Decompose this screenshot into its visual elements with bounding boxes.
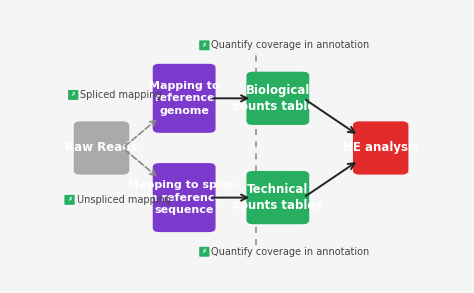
Text: Raw Reads: Raw Reads — [65, 142, 138, 154]
Text: Biological
counts tables: Biological counts tables — [233, 84, 322, 113]
Text: ✗: ✗ — [202, 249, 207, 254]
FancyBboxPatch shape — [68, 90, 78, 100]
FancyBboxPatch shape — [64, 195, 75, 205]
FancyBboxPatch shape — [153, 64, 216, 133]
FancyBboxPatch shape — [246, 171, 309, 224]
Text: Mapping to
reference
genome: Mapping to reference genome — [149, 81, 219, 116]
Text: ✗: ✗ — [202, 43, 207, 48]
Text: Quantify coverage in annotation: Quantify coverage in annotation — [211, 247, 370, 257]
Text: ✗: ✗ — [71, 93, 76, 98]
Text: Technical
counts tables: Technical counts tables — [233, 183, 322, 212]
FancyBboxPatch shape — [153, 163, 216, 232]
Text: Unspliced mapping: Unspliced mapping — [76, 195, 171, 205]
Text: ✗: ✗ — [67, 197, 72, 202]
FancyBboxPatch shape — [199, 40, 210, 50]
FancyBboxPatch shape — [199, 247, 210, 257]
FancyBboxPatch shape — [246, 72, 309, 125]
Text: Mapping to spike-
in reference
sequence: Mapping to spike- in reference sequence — [128, 180, 240, 215]
Text: Spliced mapping: Spliced mapping — [80, 90, 162, 100]
Text: HE analysis: HE analysis — [343, 142, 419, 154]
FancyBboxPatch shape — [74, 121, 129, 175]
Text: Quantify coverage in annotation: Quantify coverage in annotation — [211, 40, 370, 50]
FancyBboxPatch shape — [353, 121, 409, 175]
